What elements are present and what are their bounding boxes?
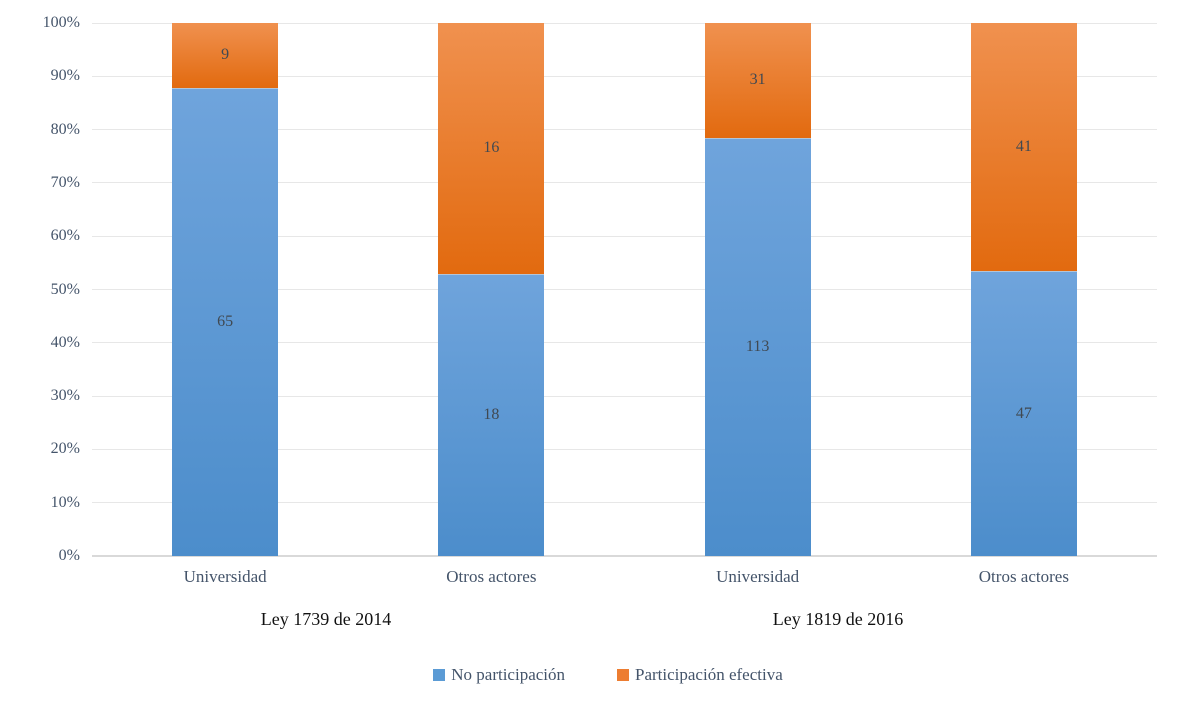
segment-participacion-efectiva: 31: [704, 23, 811, 138]
gridline: [92, 289, 1157, 290]
stacked-bar: 9 65: [172, 23, 279, 556]
data-label: 65: [217, 313, 234, 331]
legend-label: No participación: [451, 665, 566, 684]
gridline: [92, 75, 1157, 77]
y-axis-tick-label: 10%: [50, 493, 80, 511]
data-label: 16: [483, 139, 500, 157]
x-axis-category-label: Otros actores: [978, 567, 1069, 586]
gridline: [92, 182, 1157, 184]
segment-participacion-efectiva: 16: [438, 23, 545, 274]
y-axis-tick-label: 90%: [50, 67, 80, 85]
y-axis-tick-label: 100%: [42, 14, 80, 31]
segment-no-participacion: 18: [438, 273, 545, 556]
gridline: [92, 502, 1157, 504]
legend: No participación Participación efectiva: [12, 665, 1192, 685]
data-label: 18: [483, 406, 500, 424]
segment-no-participacion: 47: [970, 271, 1077, 556]
x-axis-category-label: Universidad: [183, 567, 267, 586]
gridline: [92, 22, 1157, 24]
x-axis-line: [92, 555, 1157, 557]
gridline: [92, 395, 1157, 397]
legend-swatch-icon: [617, 669, 630, 681]
segment-participacion-efectiva: 9: [172, 23, 279, 88]
gridline: [92, 448, 1157, 450]
y-axis-tick-label: 50%: [50, 280, 80, 298]
y-axis-tick-label: 30%: [50, 387, 80, 405]
legend-swatch-icon: [433, 669, 446, 681]
stacked-bar: 31 113: [704, 23, 811, 556]
x-axis-group-label: Ley 1739 de 2014: [260, 609, 392, 629]
y-axis-tick-label: 80%: [50, 120, 80, 138]
data-label: 41: [1015, 138, 1032, 156]
x-axis-category-label: Otros actores: [446, 567, 537, 586]
y-axis-tick-label: 60%: [50, 227, 80, 245]
y-axis-tick-label: 70%: [50, 173, 80, 191]
x-axis-group-label: Ley 1819 de 2016: [772, 609, 904, 629]
segment-participacion-efectiva: 41: [970, 23, 1077, 272]
legend-item: No participación: [433, 665, 565, 685]
stacked-bar: 41 47: [970, 23, 1077, 556]
data-label: 31: [749, 71, 766, 89]
data-label: 113: [745, 338, 770, 356]
x-axis-category-labels: Universidad Otros actores Universidad Otros…: [92, 567, 1157, 587]
gridline: [92, 129, 1157, 131]
legend-item: Participación efectiva: [617, 665, 783, 685]
legend-label: Participación efectiva: [635, 665, 783, 684]
stacked-bar: 16 18: [438, 23, 545, 556]
segment-no-participacion: 65: [172, 87, 279, 556]
y-axis-tick-label: 20%: [50, 440, 80, 458]
data-label: 47: [1015, 405, 1032, 423]
x-axis-category-label: Universidad: [716, 567, 800, 586]
data-label: 9: [221, 46, 230, 64]
y-axis-tick-label: 0%: [58, 547, 80, 564]
y-axis-tick-label: 40%: [50, 333, 80, 351]
segment-no-participacion: 113: [704, 137, 811, 556]
gridline: [92, 235, 1157, 237]
gridline: [92, 342, 1157, 344]
